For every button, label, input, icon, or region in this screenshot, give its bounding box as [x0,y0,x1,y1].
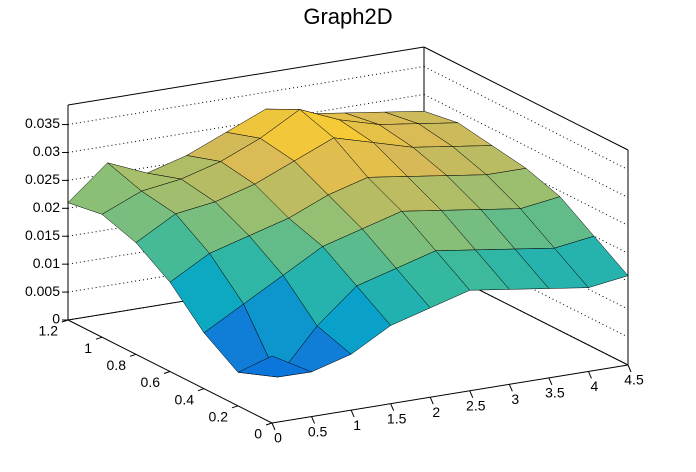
x-tick-label: 4 [591,378,599,394]
tick-mark [548,377,553,386]
z-tick-label: 0.015 [25,227,60,243]
x-tick-label: 2.5 [466,397,486,413]
chart-title: Graph2D [303,4,392,29]
tick-mark [129,353,137,357]
x-tick-label: 0.5 [308,423,328,439]
y-tick-label: 0.8 [107,357,127,373]
z-tick-label: 0.03 [33,143,60,159]
z-tick-label: 0.01 [33,255,60,271]
y-tick-label: 0.2 [209,409,229,425]
x-tick-label: 1.5 [387,410,407,426]
tick-mark [197,388,205,392]
tick-mark [627,364,632,373]
y-tick-label: 0.4 [175,391,195,407]
axis-box [67,46,425,106]
tick-mark [587,371,592,379]
tick-mark [390,403,395,411]
tick-mark [508,384,513,392]
y-tick-label: 0 [254,426,262,442]
surface-cell [237,355,313,378]
x-tick-label: 3 [511,391,519,407]
x-tick-label: 4.5 [624,372,644,388]
y-tick-label: 1 [84,340,92,356]
z-tick-label: 0.02 [33,199,60,215]
z-tick-label: 0 [52,311,60,327]
y-tick-label: 1.2 [39,323,59,339]
tick-mark [231,405,239,409]
tick-mark [95,336,103,340]
z-tick-label: 0.035 [25,115,60,131]
x-axis [271,364,629,424]
tick-mark [429,397,434,405]
tick-mark [311,416,316,424]
tick-mark [350,409,355,418]
y-tick-label: 0.6 [141,374,161,390]
x-tick-label: 1 [353,417,361,433]
tick-mark [271,422,276,431]
x-tick-label: 2 [432,404,440,420]
tick-mark [61,319,69,323]
x-tick-label: 0 [274,430,282,446]
x-tick-label: 3.5 [545,385,565,401]
tick-mark [163,371,171,374]
z-tick-label: 0.025 [25,171,60,187]
grid-line [67,66,425,126]
axis-box [423,46,629,151]
z-tick-label: 0.005 [25,283,60,299]
tick-mark [469,390,474,398]
tick-mark [265,422,273,426]
